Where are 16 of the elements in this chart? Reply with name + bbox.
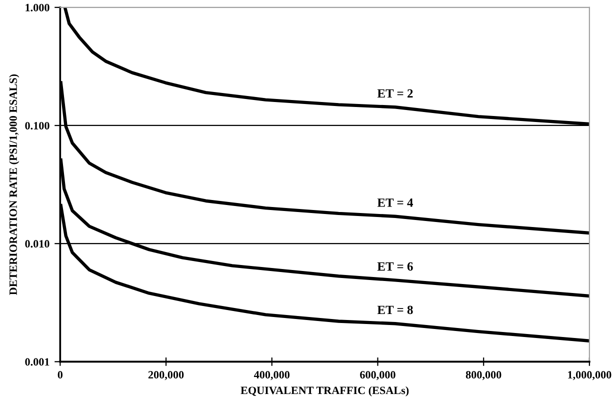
x-tick-label: 800,000 bbox=[466, 371, 502, 380]
x-tick-label: 600,000 bbox=[360, 371, 396, 380]
x-tick-label: 0 bbox=[58, 371, 63, 379]
series-label: ET = 2 bbox=[377, 89, 413, 98]
y-axis-title: DETERIORATION RATE (PSI/1,000 ESALS) bbox=[9, 74, 20, 295]
x-tick-label: 200,000 bbox=[148, 371, 184, 380]
y-tick-label: 0.001 bbox=[25, 358, 50, 366]
y-tick-label: 0.100 bbox=[25, 122, 50, 130]
series-label: ET = 4 bbox=[377, 198, 414, 207]
x-axis-title: EQUIVALENT TRAFFIC (ESALs) bbox=[240, 386, 409, 396]
x-tick-label: 1,000,000 bbox=[568, 371, 612, 380]
series-label: ET = 6 bbox=[377, 262, 413, 271]
y-tick-label: 0.010 bbox=[25, 240, 50, 248]
x-tick-label: 400,000 bbox=[254, 371, 290, 380]
series-label: ET = 8 bbox=[377, 306, 413, 314]
y-tick-label: 1.000 bbox=[26, 4, 50, 12]
